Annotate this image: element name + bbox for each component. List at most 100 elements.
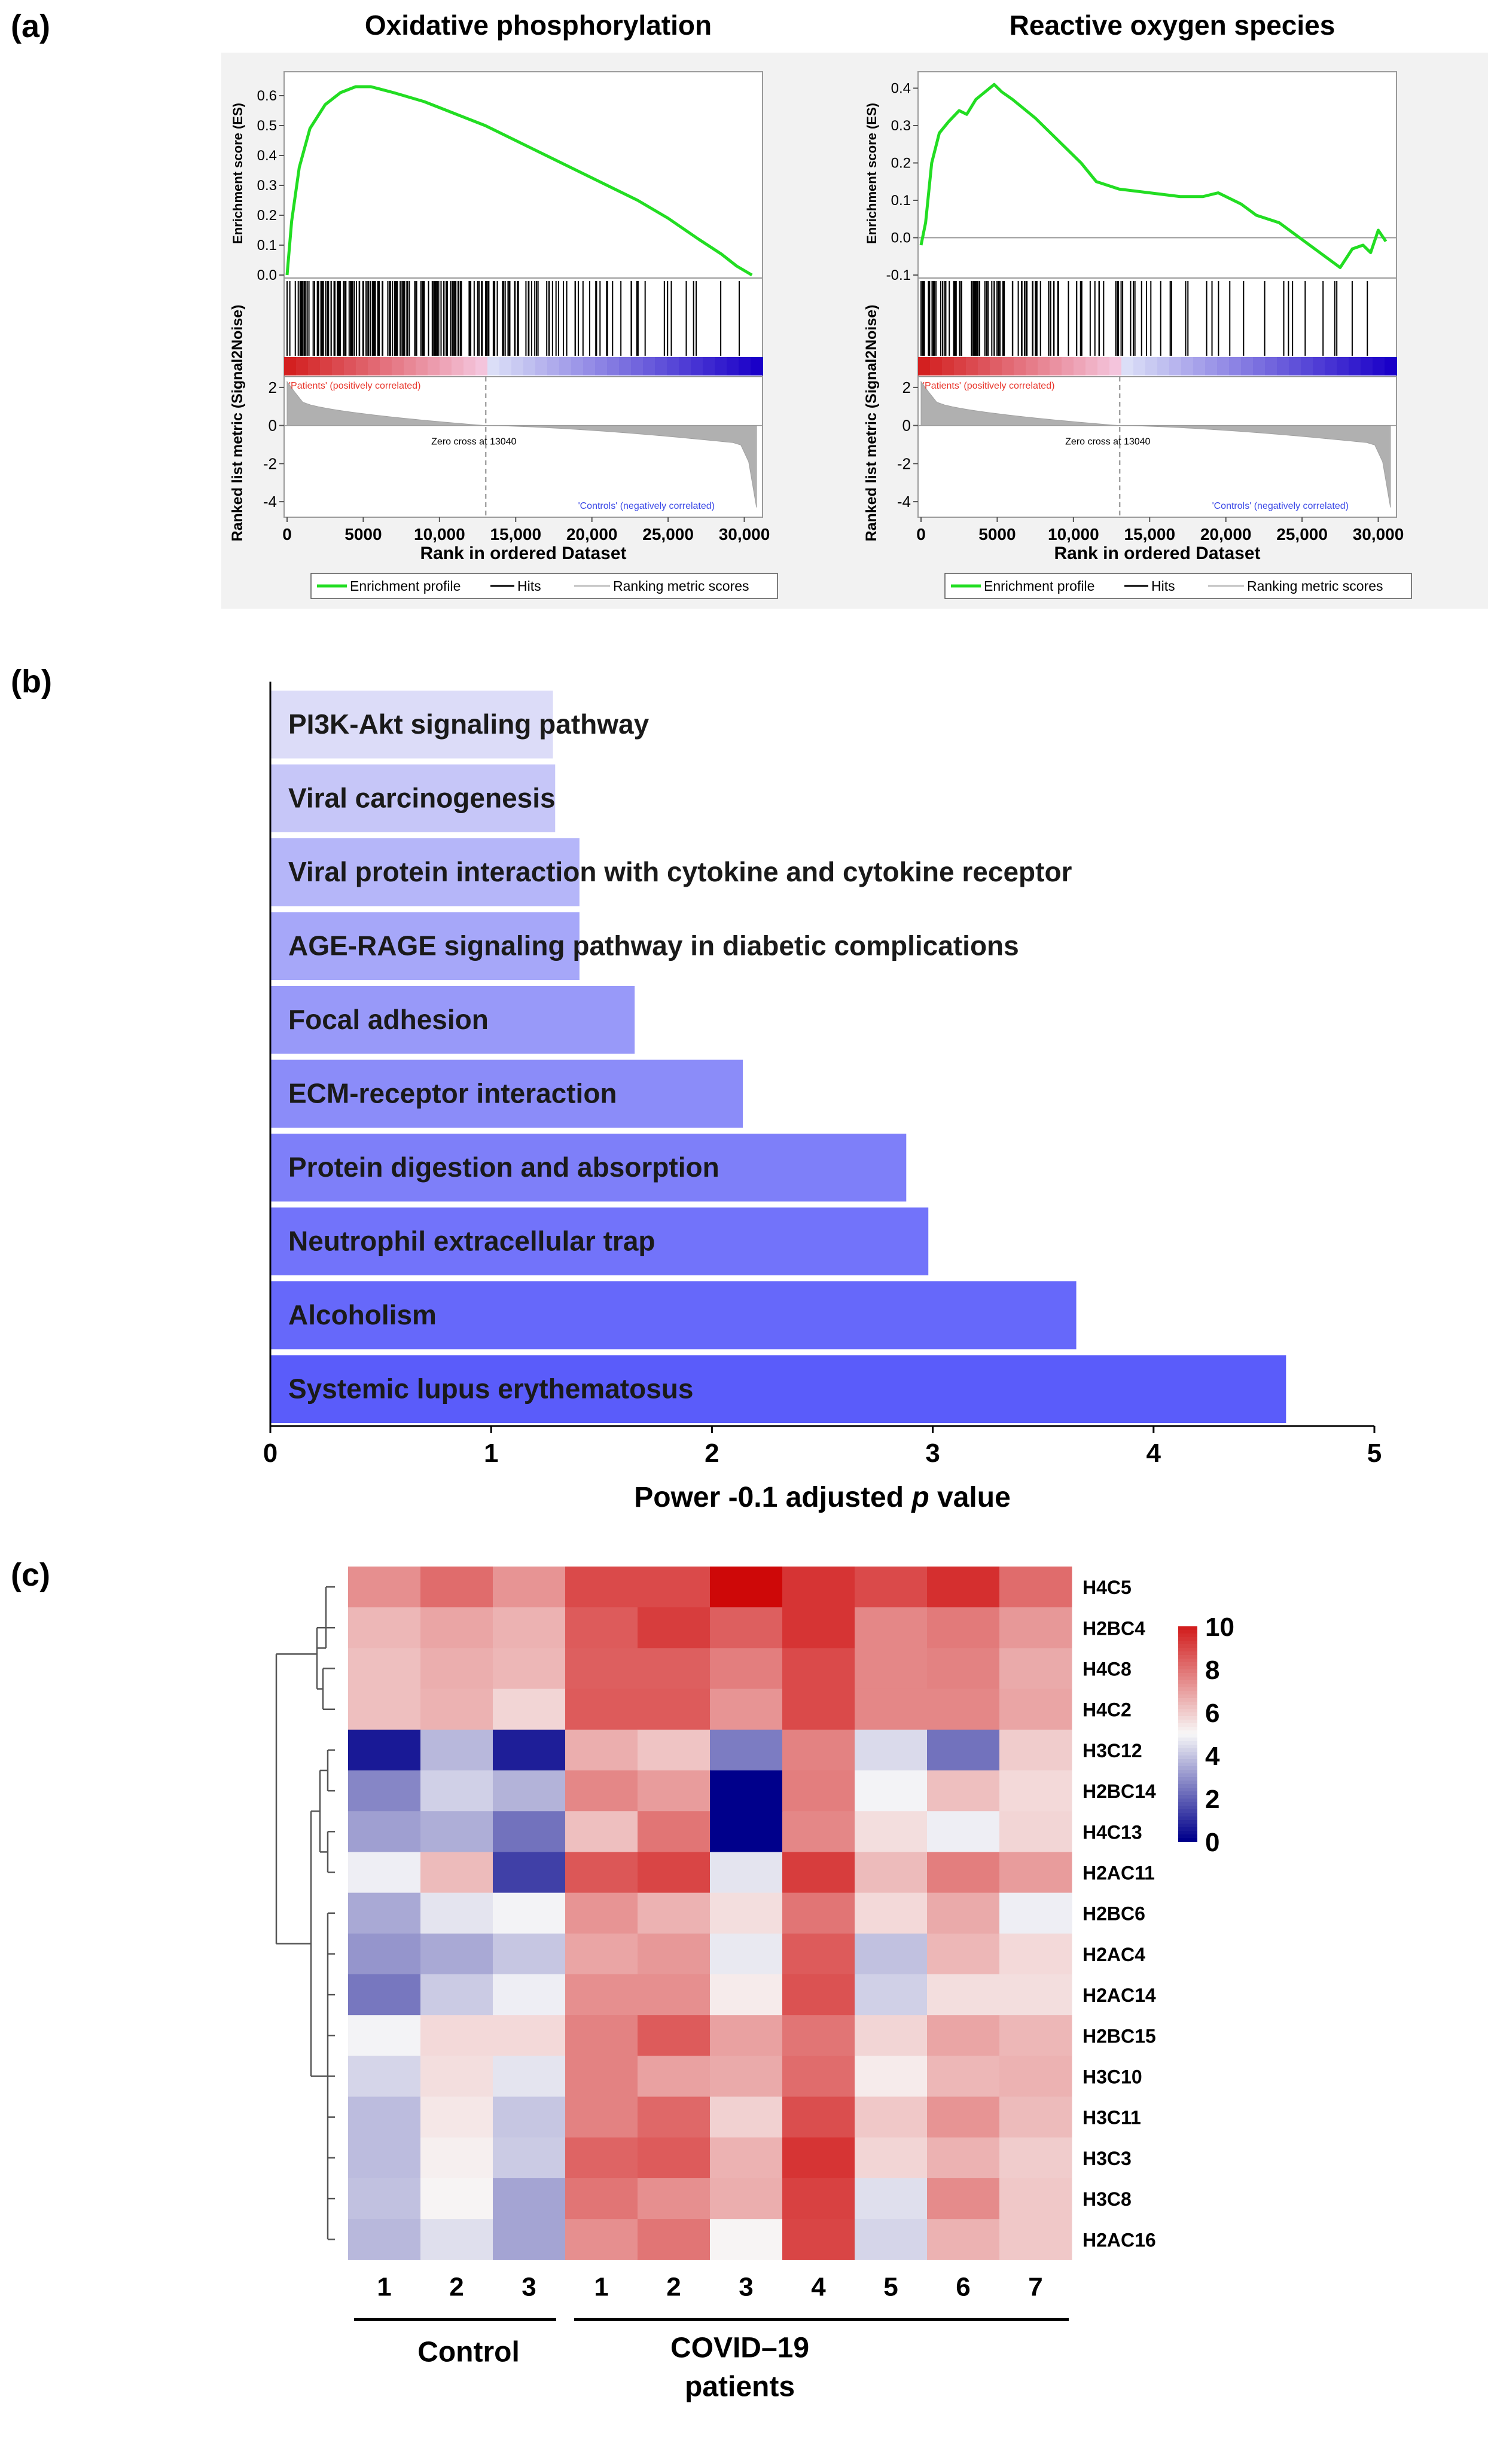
- heatmap-cell: [999, 1974, 1072, 2016]
- heatmap-cell: [565, 1811, 638, 1852]
- heatmap-cell: [565, 2056, 638, 2097]
- color-scale-segment: [1178, 1791, 1197, 1796]
- rank-color-segment: [930, 357, 943, 375]
- heatmap-cell: [927, 2096, 1000, 2138]
- rank-color-segment: [487, 357, 500, 375]
- metric-ytick-label: 2: [902, 378, 911, 396]
- heatmap-cell: [638, 1974, 711, 2016]
- es-curve: [285, 85, 753, 277]
- heatmap-cell: [927, 1607, 1000, 1648]
- rank-color-segment: [918, 357, 931, 375]
- heatmap-cell: [348, 1811, 421, 1852]
- bar: [270, 1207, 929, 1275]
- rank-color-segment: [559, 357, 572, 375]
- heatmap-cell: [999, 1892, 1072, 1934]
- xtick-label: 2: [705, 1439, 719, 1468]
- heatmap-cell: [493, 1892, 566, 1934]
- heatmap-cell: [638, 1729, 711, 1771]
- row-label: H2BC15: [1083, 2025, 1156, 2047]
- heatmap-cell: [782, 1892, 855, 1934]
- rank-color-segment: [1277, 357, 1289, 375]
- color-scale-segment: [1178, 1659, 1197, 1663]
- heatmap-cell: [710, 1607, 783, 1648]
- metric-ytick-label: 0: [269, 417, 277, 435]
- heatmap-cell: [710, 1770, 783, 1812]
- color-scale-segment: [1178, 1698, 1197, 1702]
- rank-color-segment: [1085, 357, 1098, 375]
- es-ytick-label: 0.2: [891, 155, 911, 172]
- row-label: H3C12: [1083, 1740, 1142, 1761]
- es-curve: [919, 83, 1388, 269]
- color-scale-segment: [1178, 1834, 1197, 1839]
- rank-color-segment: [1109, 357, 1122, 375]
- bar: [270, 764, 556, 832]
- color-scale-segment: [1178, 1630, 1197, 1634]
- heatmap-cell: [855, 2219, 928, 2260]
- heatmap-cell: [420, 1811, 493, 1852]
- color-scale-segment: [1178, 1838, 1197, 1842]
- xlabel-italic: p: [910, 1482, 929, 1513]
- heatmap-cell: [927, 1689, 1000, 1730]
- heatmap-cell: [638, 1648, 711, 1690]
- es-ytick-label: 0.0: [257, 267, 277, 283]
- heatmap-cell: [927, 1892, 1000, 1934]
- color-scale-segment: [1178, 1806, 1197, 1810]
- heatmap-cell: [855, 1811, 928, 1852]
- es-ytick-label: 0.0: [891, 230, 911, 246]
- color-scale-segment: [1178, 1781, 1197, 1785]
- heatmap-cell: [420, 2219, 493, 2260]
- column-label: 2: [666, 2272, 681, 2301]
- rank-color-segment: [1193, 357, 1206, 375]
- rank-color-segment: [954, 357, 966, 375]
- rank-color-segment: [1062, 357, 1074, 375]
- color-scale-segment: [1178, 1637, 1197, 1641]
- heatmap-cell: [638, 1852, 711, 1894]
- heatmap-cell: [348, 2178, 421, 2219]
- color-scale-segment: [1178, 1824, 1197, 1828]
- heatmap-cell: [999, 1729, 1072, 1771]
- color-scale-segment: [1178, 1691, 1197, 1695]
- xtick-label: 0: [282, 525, 292, 544]
- heatmap-cell: [782, 1689, 855, 1730]
- legend-label: Ranking metric scores: [613, 578, 749, 594]
- rank-color-segment: [1241, 357, 1254, 375]
- heatmap-cell: [565, 1689, 638, 1730]
- xtick-label: 20,000: [566, 525, 618, 544]
- heatmap-cell: [855, 1567, 928, 1608]
- color-scale-segment: [1178, 1716, 1197, 1720]
- color-scale-segment: [1178, 1684, 1197, 1688]
- rank-color-segment: [1361, 357, 1373, 375]
- heatmap-cell: [710, 1689, 783, 1730]
- heatmap-cell: [999, 1648, 1072, 1690]
- heatmap-cell: [420, 1648, 493, 1690]
- rank-color-segment: [1349, 357, 1361, 375]
- color-scale-segment: [1178, 1655, 1197, 1659]
- color-scale-segment: [1178, 1755, 1197, 1760]
- xtick-label: 15,000: [1124, 525, 1175, 544]
- rank-color-segment: [1385, 357, 1397, 375]
- heatmap-cell: [420, 2056, 493, 2097]
- rank-color-segment: [475, 357, 488, 375]
- rank-color-segment: [380, 357, 392, 375]
- rank-color-segment: [1002, 357, 1014, 375]
- xtick-label: 4: [1147, 1439, 1161, 1468]
- legend-box: [944, 573, 1412, 599]
- heatmap-cell: [420, 1607, 493, 1648]
- gsea-plot-ros: Reactive oxygen species -0.1 0.0 0.1 0.2 0.3 0…: [855, 10, 1488, 609]
- row-label: H2BC4: [1083, 1617, 1145, 1639]
- heatmap-cell: [782, 1607, 855, 1648]
- kegg-bar-chart: PI3K-Akt signaling pathway Viral carcinog…: [263, 682, 1382, 1513]
- rank-color-segment: [523, 357, 536, 375]
- heatmap-cell: [493, 1852, 566, 1894]
- heatmap-cell: [999, 1852, 1072, 1894]
- rank-color-segment: [356, 357, 368, 375]
- heatmap-cell: [493, 1607, 566, 1648]
- rank-color-segment: [1133, 357, 1146, 375]
- heatmap-cell: [855, 1852, 928, 1894]
- rank-color-segment: [966, 357, 978, 375]
- color-scale-segment: [1178, 1644, 1197, 1648]
- color-scale-segment: [1178, 1626, 1197, 1631]
- heatmap-cell: [782, 1974, 855, 2016]
- heatmap-cell: [638, 1933, 711, 1975]
- heatmap-cell: [782, 2015, 855, 2056]
